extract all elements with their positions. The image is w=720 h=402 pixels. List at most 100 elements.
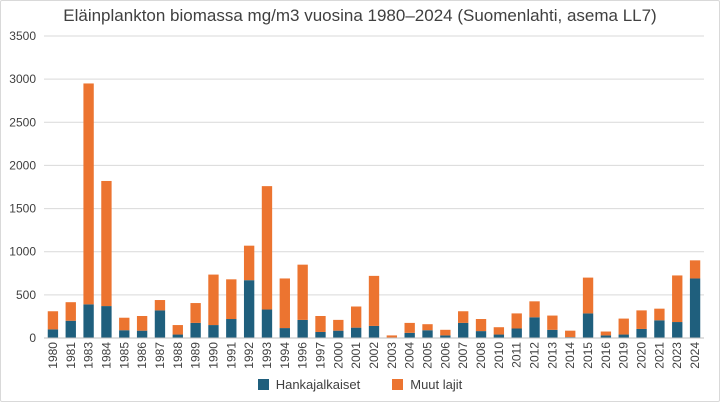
x-tick-label: 1996 [296,342,310,369]
bar-hankajalkaiset [243,280,255,338]
legend: Hankajalkaiset Muut lajit [0,377,720,392]
bar-muut-lajit [297,264,308,320]
x-tick-label: 1988 [171,342,185,369]
bar-hankajalkaiset [136,330,148,338]
bar-muut-lajit [440,329,451,336]
bar-hankajalkaiset [297,319,308,338]
bar-muut-lajit [636,310,647,329]
bar-hankajalkaiset [190,322,201,338]
bar-muut-lajit [582,277,594,314]
x-tick-label: 2013 [545,342,559,369]
bar-muut-lajit [243,245,255,281]
legend-item-muut-lajit: Muut lajit [392,377,462,392]
x-tick-label: 2007 [456,342,470,369]
bar-muut-lajit [333,319,344,331]
bar-hankajalkaiset [119,330,130,338]
x-tick-label: 1991 [224,342,238,369]
x-tick-label: 2012 [528,342,542,369]
legend-item-hankajalkaiset: Hankajalkaiset [257,377,361,392]
y-tick-label: 500 [16,288,36,302]
bar-muut-lajit [404,322,415,333]
bar-hankajalkaiset [208,325,219,338]
x-tick-label: 2005 [421,342,435,369]
y-axis-ticks: 0 500 1000 1500 2000 2500 3000 3500 [9,29,36,345]
legend-label-muut-lajit: Muut lajit [410,377,463,392]
bar-hankajalkaiset [172,334,183,338]
bar-muut-lajit [83,83,94,305]
x-tick-label: 2004 [403,342,417,369]
bar-hankajalkaiset [279,328,290,338]
bar-muut-lajit [279,278,290,329]
bar-muut-lajit [190,303,201,323]
bar-muut-lajit [654,308,665,321]
x-tick-label: 2008 [474,342,488,369]
bar-muut-lajit [136,315,148,331]
bar-hankajalkaiset [600,335,612,338]
x-tick-label: 2015 [581,342,595,369]
bar-muut-lajit [101,180,112,307]
bar-hankajalkaiset [368,325,380,338]
x-tick-label: 1980 [46,342,60,369]
bar-hankajalkaiset [333,330,344,338]
bar-hankajalkaiset [618,334,629,338]
x-tick-label: 1985 [117,342,131,369]
bar-muut-lajit [689,260,701,279]
x-tick-label: 2001 [349,342,363,369]
bar-muut-lajit [672,275,683,323]
legend-swatch-hankajalkaiset [257,379,269,390]
bar-hankajalkaiset [350,327,362,338]
bar-hankajalkaiset [493,334,505,338]
y-tick-label: 2500 [9,115,36,129]
x-tick-label: 2023 [670,342,684,369]
bar-hankajalkaiset [636,328,647,338]
legend-label-hankajalkaiset: Hankajalkaiset [275,377,361,392]
x-tick-label: 1994 [278,342,292,369]
bar-muut-lajit [154,300,166,311]
bar-muut-lajit [226,279,237,320]
bar-hankajalkaiset [458,322,469,338]
y-tick-label: 0 [29,331,36,345]
bar-muut-lajit [208,274,219,326]
bar-hankajalkaiset [511,328,522,338]
bar-muut-lajit [65,302,76,321]
bar-hankajalkaiset [547,329,558,338]
bar-muut-lajit [458,311,469,323]
bar-muut-lajit [315,315,326,332]
bar-hankajalkaiset [582,313,594,338]
x-tick-label: 2019 [617,342,631,369]
x-tick-label: 1984 [99,342,113,369]
bar-hankajalkaiset [65,320,76,338]
bar-hankajalkaiset [475,331,487,338]
x-tick-label: 1986 [135,342,149,369]
bar-hankajalkaiset [654,320,665,338]
y-tick-label: 1500 [9,202,36,216]
x-tick-label: 1989 [189,342,203,369]
bar-hankajalkaiset [422,330,433,338]
bar-muut-lajit [529,301,540,318]
bar-muut-lajit [350,306,362,328]
x-tick-label: 2020 [635,342,649,369]
x-tick-label: 2000 [331,342,345,369]
bar-hankajalkaiset [47,329,59,338]
x-tick-label: 1983 [82,342,96,369]
gridlines [44,35,704,296]
x-tick-label: 2002 [367,342,381,369]
bar-hankajalkaiset [440,335,451,338]
x-tick-label: 2016 [599,342,613,369]
x-tick-label: 1987 [153,342,167,369]
bar-hankajalkaiset [226,319,237,338]
chart-title: Eläinplankton biomassa mg/m3 vuosina 198… [63,6,657,25]
bar-hankajalkaiset [83,304,94,338]
x-tick-label: 1997 [313,342,327,369]
bar-muut-lajit [475,319,487,332]
bars [47,83,701,338]
bar-hankajalkaiset [261,309,273,338]
bar-hankajalkaiset [315,331,326,338]
bar-hankajalkaiset [529,317,540,338]
x-tick-label: 2014 [563,342,577,369]
bar-muut-lajit [547,315,558,330]
x-tick-label: 1990 [206,342,220,369]
bar-hankajalkaiset [101,306,112,338]
y-tick-label: 3000 [9,72,36,86]
bar-muut-lajit [368,275,380,326]
